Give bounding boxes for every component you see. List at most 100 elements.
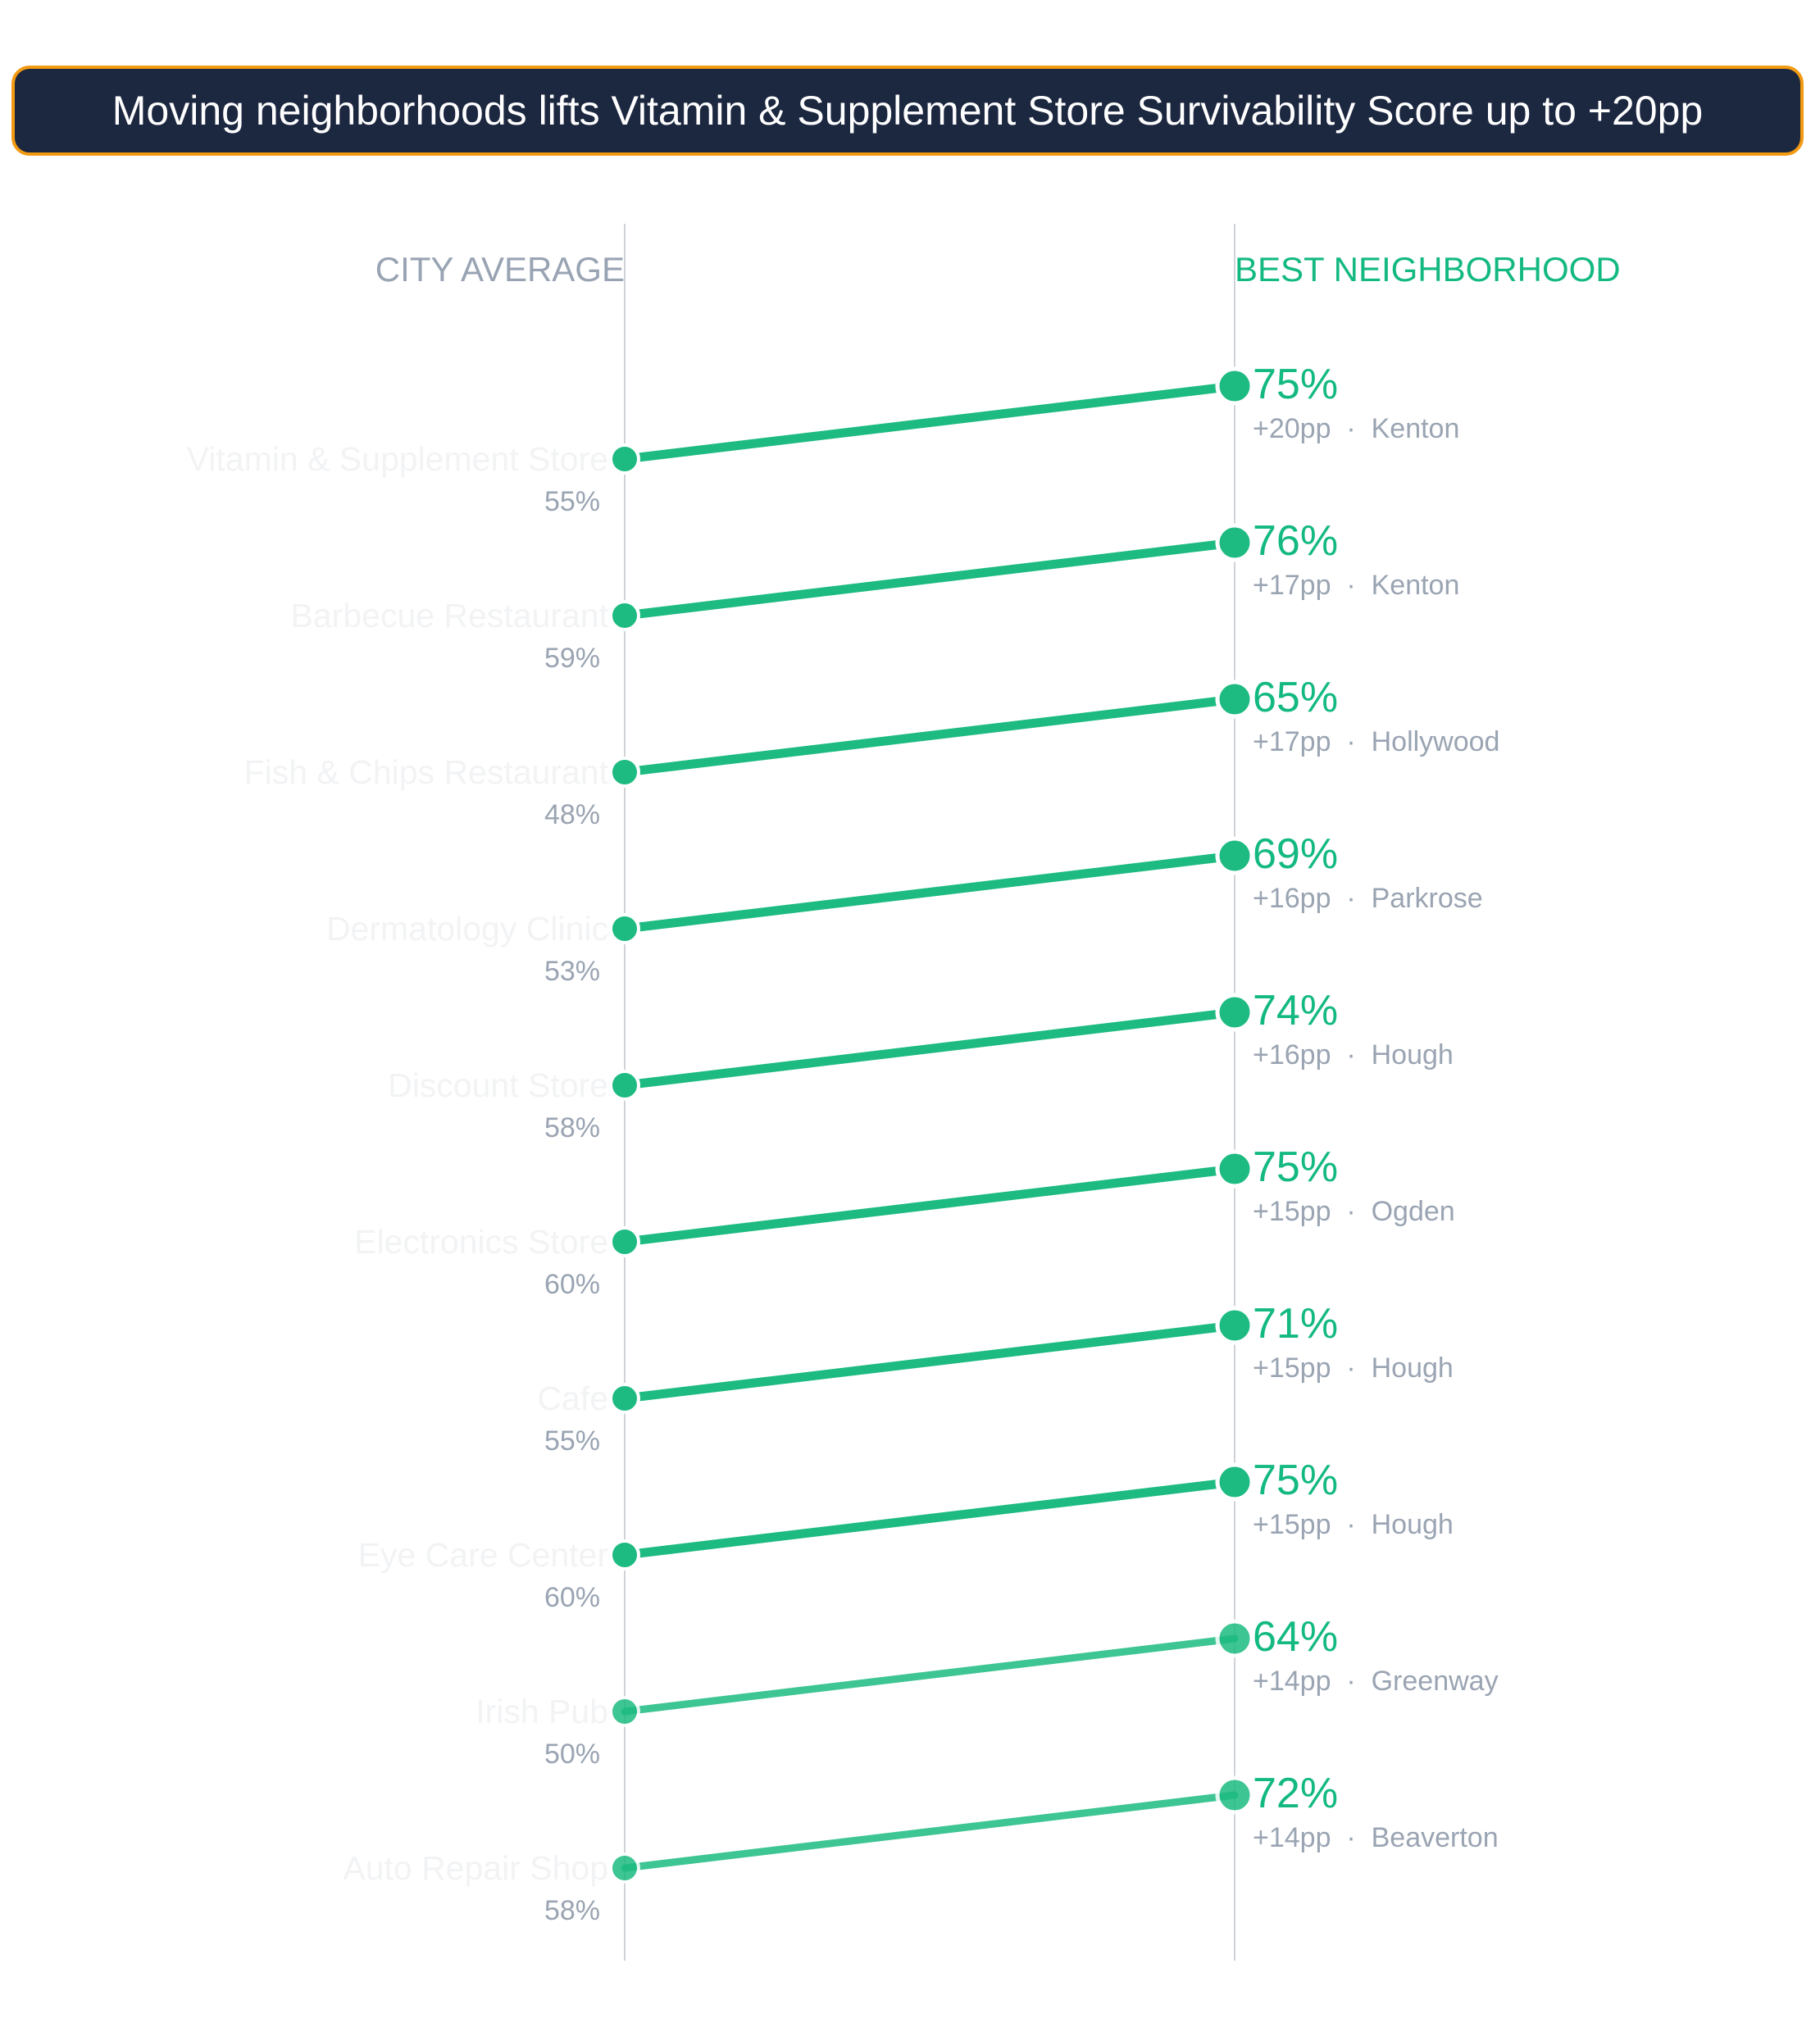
city-avg-value: 53% [544, 956, 600, 987]
separator-dot: · [1331, 726, 1372, 757]
delta-value: +14pp [1253, 1666, 1331, 1697]
city-avg-dot [609, 600, 640, 631]
city-avg-value: 58% [544, 1112, 600, 1143]
best-value: 72% [1253, 1770, 1338, 1817]
neighborhood-name: Hough [1372, 1039, 1454, 1071]
neighborhood-name: Beaverton [1372, 1822, 1499, 1853]
city-avg-dot [609, 913, 640, 944]
best-value: 74% [1253, 987, 1338, 1034]
slope-line [620, 1007, 1240, 1090]
category-label: Electronics Store [354, 1223, 608, 1261]
best-neighborhood-dot [1215, 836, 1254, 875]
delta-neighborhood-label: +20pp · Kenton [1253, 413, 1459, 444]
delta-neighborhood-label: +15pp · Ogden [1253, 1196, 1455, 1227]
best-value: 75% [1253, 1143, 1338, 1191]
best-neighborhood-dot [1215, 993, 1254, 1032]
best-neighborhood-dot [1215, 1462, 1254, 1502]
delta-value: +17pp [1253, 570, 1331, 601]
delta-neighborhood-label: +17pp · Kenton [1253, 570, 1459, 601]
neighborhood-name: Kenton [1372, 570, 1460, 601]
delta-neighborhood-label: +17pp · Hollywood [1253, 726, 1499, 757]
slope-line [620, 381, 1240, 464]
city-avg-value: 60% [544, 1582, 600, 1613]
slope-line [620, 1477, 1240, 1560]
delta-value: +17pp [1253, 726, 1331, 757]
best-value: 69% [1253, 830, 1338, 878]
best-neighborhood-dot [1215, 1775, 1254, 1815]
city-avg-value: 55% [544, 1425, 600, 1457]
best-neighborhood-dot [1215, 1619, 1254, 1658]
separator-dot: · [1331, 1509, 1372, 1540]
delta-value: +16pp [1253, 1039, 1331, 1071]
neighborhood-name: Greenway [1372, 1666, 1499, 1697]
neighborhood-name: Kenton [1372, 413, 1460, 444]
best-neighborhood-dot [1215, 523, 1254, 562]
slope-line [620, 1164, 1240, 1247]
best-value: 65% [1253, 674, 1338, 721]
category-label: Irish Pub [475, 1693, 608, 1730]
neighborhood-name: Hollywood [1372, 726, 1500, 757]
delta-value: +20pp [1253, 413, 1331, 444]
delta-value: +15pp [1253, 1196, 1331, 1227]
category-label: Discount Store [388, 1066, 608, 1104]
delta-neighborhood-label: +15pp · Hough [1253, 1509, 1454, 1540]
city-avg-value: 60% [544, 1269, 600, 1300]
separator-dot: · [1331, 1666, 1372, 1697]
neighborhood-name: Hough [1372, 1509, 1454, 1540]
chart-title-bar: Moving neighborhoods lifts Vitamin & Sup… [11, 66, 1804, 156]
delta-neighborhood-label: +16pp · Hough [1253, 1039, 1454, 1071]
separator-dot: · [1331, 413, 1372, 444]
category-label: Fish & Chips Restaurant [244, 753, 609, 791]
slope-line [621, 1791, 1239, 1872]
city-avg-dot [609, 1070, 640, 1101]
separator-dot: · [1331, 883, 1372, 914]
slope-line [620, 694, 1240, 777]
category-label: Barbecue Restaurant [291, 597, 609, 634]
delta-neighborhood-label: +14pp · Greenway [1253, 1666, 1499, 1697]
separator-dot: · [1331, 1039, 1372, 1071]
best-neighborhood-dot [1215, 366, 1254, 406]
city-avg-dot [609, 1539, 640, 1571]
best-neighborhood-dot [1215, 1306, 1254, 1345]
separator-dot: · [1331, 1822, 1372, 1853]
city-avg-dot [609, 1696, 640, 1727]
slope-line [620, 851, 1240, 934]
neighborhood-name: Parkrose [1372, 883, 1483, 914]
delta-value: +14pp [1253, 1822, 1331, 1853]
neighborhood-name: Ogden [1372, 1196, 1455, 1227]
category-label: Cafe [537, 1380, 608, 1417]
delta-neighborhood-label: +15pp · Hough [1253, 1352, 1454, 1384]
city-avg-value: 58% [544, 1895, 600, 1926]
best-neighborhood-dot [1215, 1149, 1254, 1189]
slope-line [620, 538, 1240, 620]
delta-value: +15pp [1253, 1509, 1331, 1540]
delta-value: +16pp [1253, 883, 1331, 914]
best-value: 75% [1253, 1457, 1338, 1504]
category-label: Dermatology Clinic [326, 910, 608, 948]
best-value: 76% [1253, 517, 1338, 565]
right-column-header: BEST NEIGHBORHOOD [1235, 250, 1621, 289]
best-value: 71% [1253, 1300, 1338, 1348]
city-avg-dot [609, 1383, 640, 1414]
category-label: Auto Repair Shop [343, 1849, 608, 1887]
city-avg-value: 50% [544, 1739, 600, 1770]
category-label: Vitamin & Supplement Store [187, 440, 608, 478]
slope-rows: Vitamin & Supplement Store 55% 75% +20pp · … [187, 361, 1500, 1926]
chart-title: Moving neighborhoods lifts Vitamin & Sup… [111, 88, 1704, 134]
neighborhood-name: Hough [1372, 1352, 1454, 1384]
city-avg-dot [609, 1852, 640, 1884]
city-avg-value: 59% [544, 643, 600, 674]
slope-line [620, 1321, 1240, 1403]
slope-line [621, 1634, 1239, 1716]
delta-neighborhood-label: +14pp · Beaverton [1253, 1822, 1499, 1853]
best-value: 64% [1253, 1613, 1338, 1661]
left-column-header: CITY AVERAGE [375, 250, 625, 289]
separator-dot: · [1331, 1196, 1372, 1227]
separator-dot: · [1331, 1352, 1372, 1384]
best-value: 75% [1253, 361, 1338, 408]
separator-dot: · [1331, 570, 1372, 601]
city-avg-value: 55% [544, 486, 600, 517]
city-avg-dot [609, 757, 640, 788]
best-neighborhood-dot [1215, 680, 1254, 719]
